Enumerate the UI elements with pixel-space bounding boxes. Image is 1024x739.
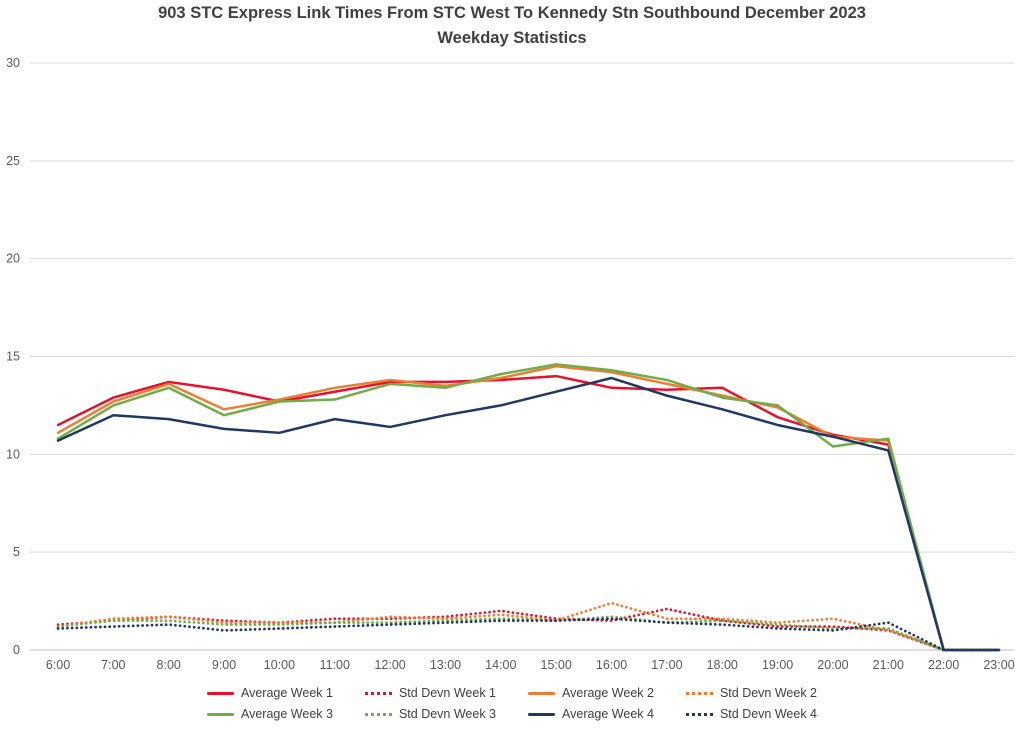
legend-item-std-devn-week-3: Std Devn Week 3	[364, 707, 496, 721]
legend-label: Std Devn Week 4	[719, 707, 818, 721]
series-line-average-week-4	[56, 376, 1001, 652]
legend-solid-line-marker	[206, 712, 234, 716]
legend-label: Std Devn Week 1	[398, 686, 496, 700]
x-tick-label-20:00: 20:00	[817, 658, 848, 672]
legend-dotted-line-marker	[685, 712, 713, 716]
x-tick-label-10:00: 10:00	[264, 658, 295, 672]
legend-item-std-devn-week-2: Std Devn Week 2	[685, 686, 818, 700]
legend-solid-line-marker	[528, 712, 555, 716]
chart-title-line2: Weekday Statistics	[437, 29, 587, 47]
x-tick-label-11:00: 11:00	[320, 658, 350, 672]
x-tick-label-17:00: 17:00	[651, 658, 682, 672]
legend-solid-line-marker	[528, 691, 555, 695]
legend-dotted-line-marker	[364, 691, 392, 695]
x-tick-label-15:00: 15:00	[541, 658, 572, 672]
x-tick-label-23:00: 23:00	[983, 658, 1014, 672]
y-tick-label-0: 0	[13, 643, 20, 657]
legend-item-std-devn-week-4: Std Devn Week 4	[685, 707, 818, 721]
legend-solid-line-marker	[206, 691, 234, 695]
legend-dotted-line-marker	[685, 691, 713, 695]
chart-title-line1: 903 STC Express Link Times From STC West…	[158, 4, 866, 22]
x-tick-label-22:00: 22:00	[928, 658, 959, 672]
y-tick-label-20: 20	[6, 252, 20, 266]
x-tick-label-14:00: 14:00	[485, 658, 516, 672]
series-line-average-week-2	[56, 365, 1001, 652]
legend-label: Average Week 4	[562, 707, 654, 721]
x-tick-label-6:00: 6:00	[46, 658, 70, 672]
legend-item-average-week-1: Average Week 1	[206, 686, 333, 700]
series-line-average-week-1	[56, 374, 1001, 652]
legend-item-average-week-2: Average Week 2	[528, 686, 654, 700]
series-line-average-week-3	[56, 363, 1001, 652]
legend-label: Average Week 2	[562, 686, 654, 700]
legend-dotted-line-marker	[364, 712, 392, 716]
x-tick-label-21:00: 21:00	[873, 658, 904, 672]
x-tick-label-8:00: 8:00	[157, 658, 181, 672]
series-line-std-devn-week-4	[56, 617, 1001, 652]
legend-label: Average Week 3	[240, 707, 333, 721]
x-tick-label-19:00: 19:00	[762, 658, 793, 672]
series-line-std-devn-week-1	[56, 607, 1001, 652]
legend-row-2: Average Week 3 Std Devn Week 3 Average Wee…	[206, 707, 818, 721]
x-tick-label-9:00: 9:00	[212, 658, 236, 672]
legend-label: Std Devn Week 2	[719, 686, 818, 700]
legend-item-average-week-3: Average Week 3	[206, 707, 333, 721]
x-tick-label-13:00: 13:00	[430, 658, 461, 672]
y-tick-label-25: 25	[6, 154, 20, 168]
series-line-std-devn-week-3	[56, 615, 1001, 652]
y-tick-label-30: 30	[6, 56, 20, 70]
y-tick-label-10: 10	[6, 447, 20, 461]
x-tick-label-18:00: 18:00	[707, 658, 738, 672]
x-tick-label-12:00: 12:00	[374, 658, 405, 672]
chart-title: 903 STC Express Link Times From STC West…	[0, 1, 1024, 51]
x-tick-label-16:00: 16:00	[596, 658, 627, 672]
legend-label: Std Devn Week 3	[398, 707, 496, 721]
legend-label: Average Week 1	[240, 686, 333, 700]
y-tick-label-15: 15	[6, 350, 20, 364]
y-tick-label-5: 5	[13, 545, 20, 559]
chart-legend: Average Week 1 Std Devn Week 1 Average Wee…	[0, 686, 1024, 721]
legend-item-average-week-4: Average Week 4	[528, 707, 654, 721]
legend-row-1: Average Week 1 Std Devn Week 1 Average Wee…	[206, 686, 818, 700]
legend-item-std-devn-week-1: Std Devn Week 1	[364, 686, 496, 700]
x-tick-label-7:00: 7:00	[101, 658, 125, 672]
